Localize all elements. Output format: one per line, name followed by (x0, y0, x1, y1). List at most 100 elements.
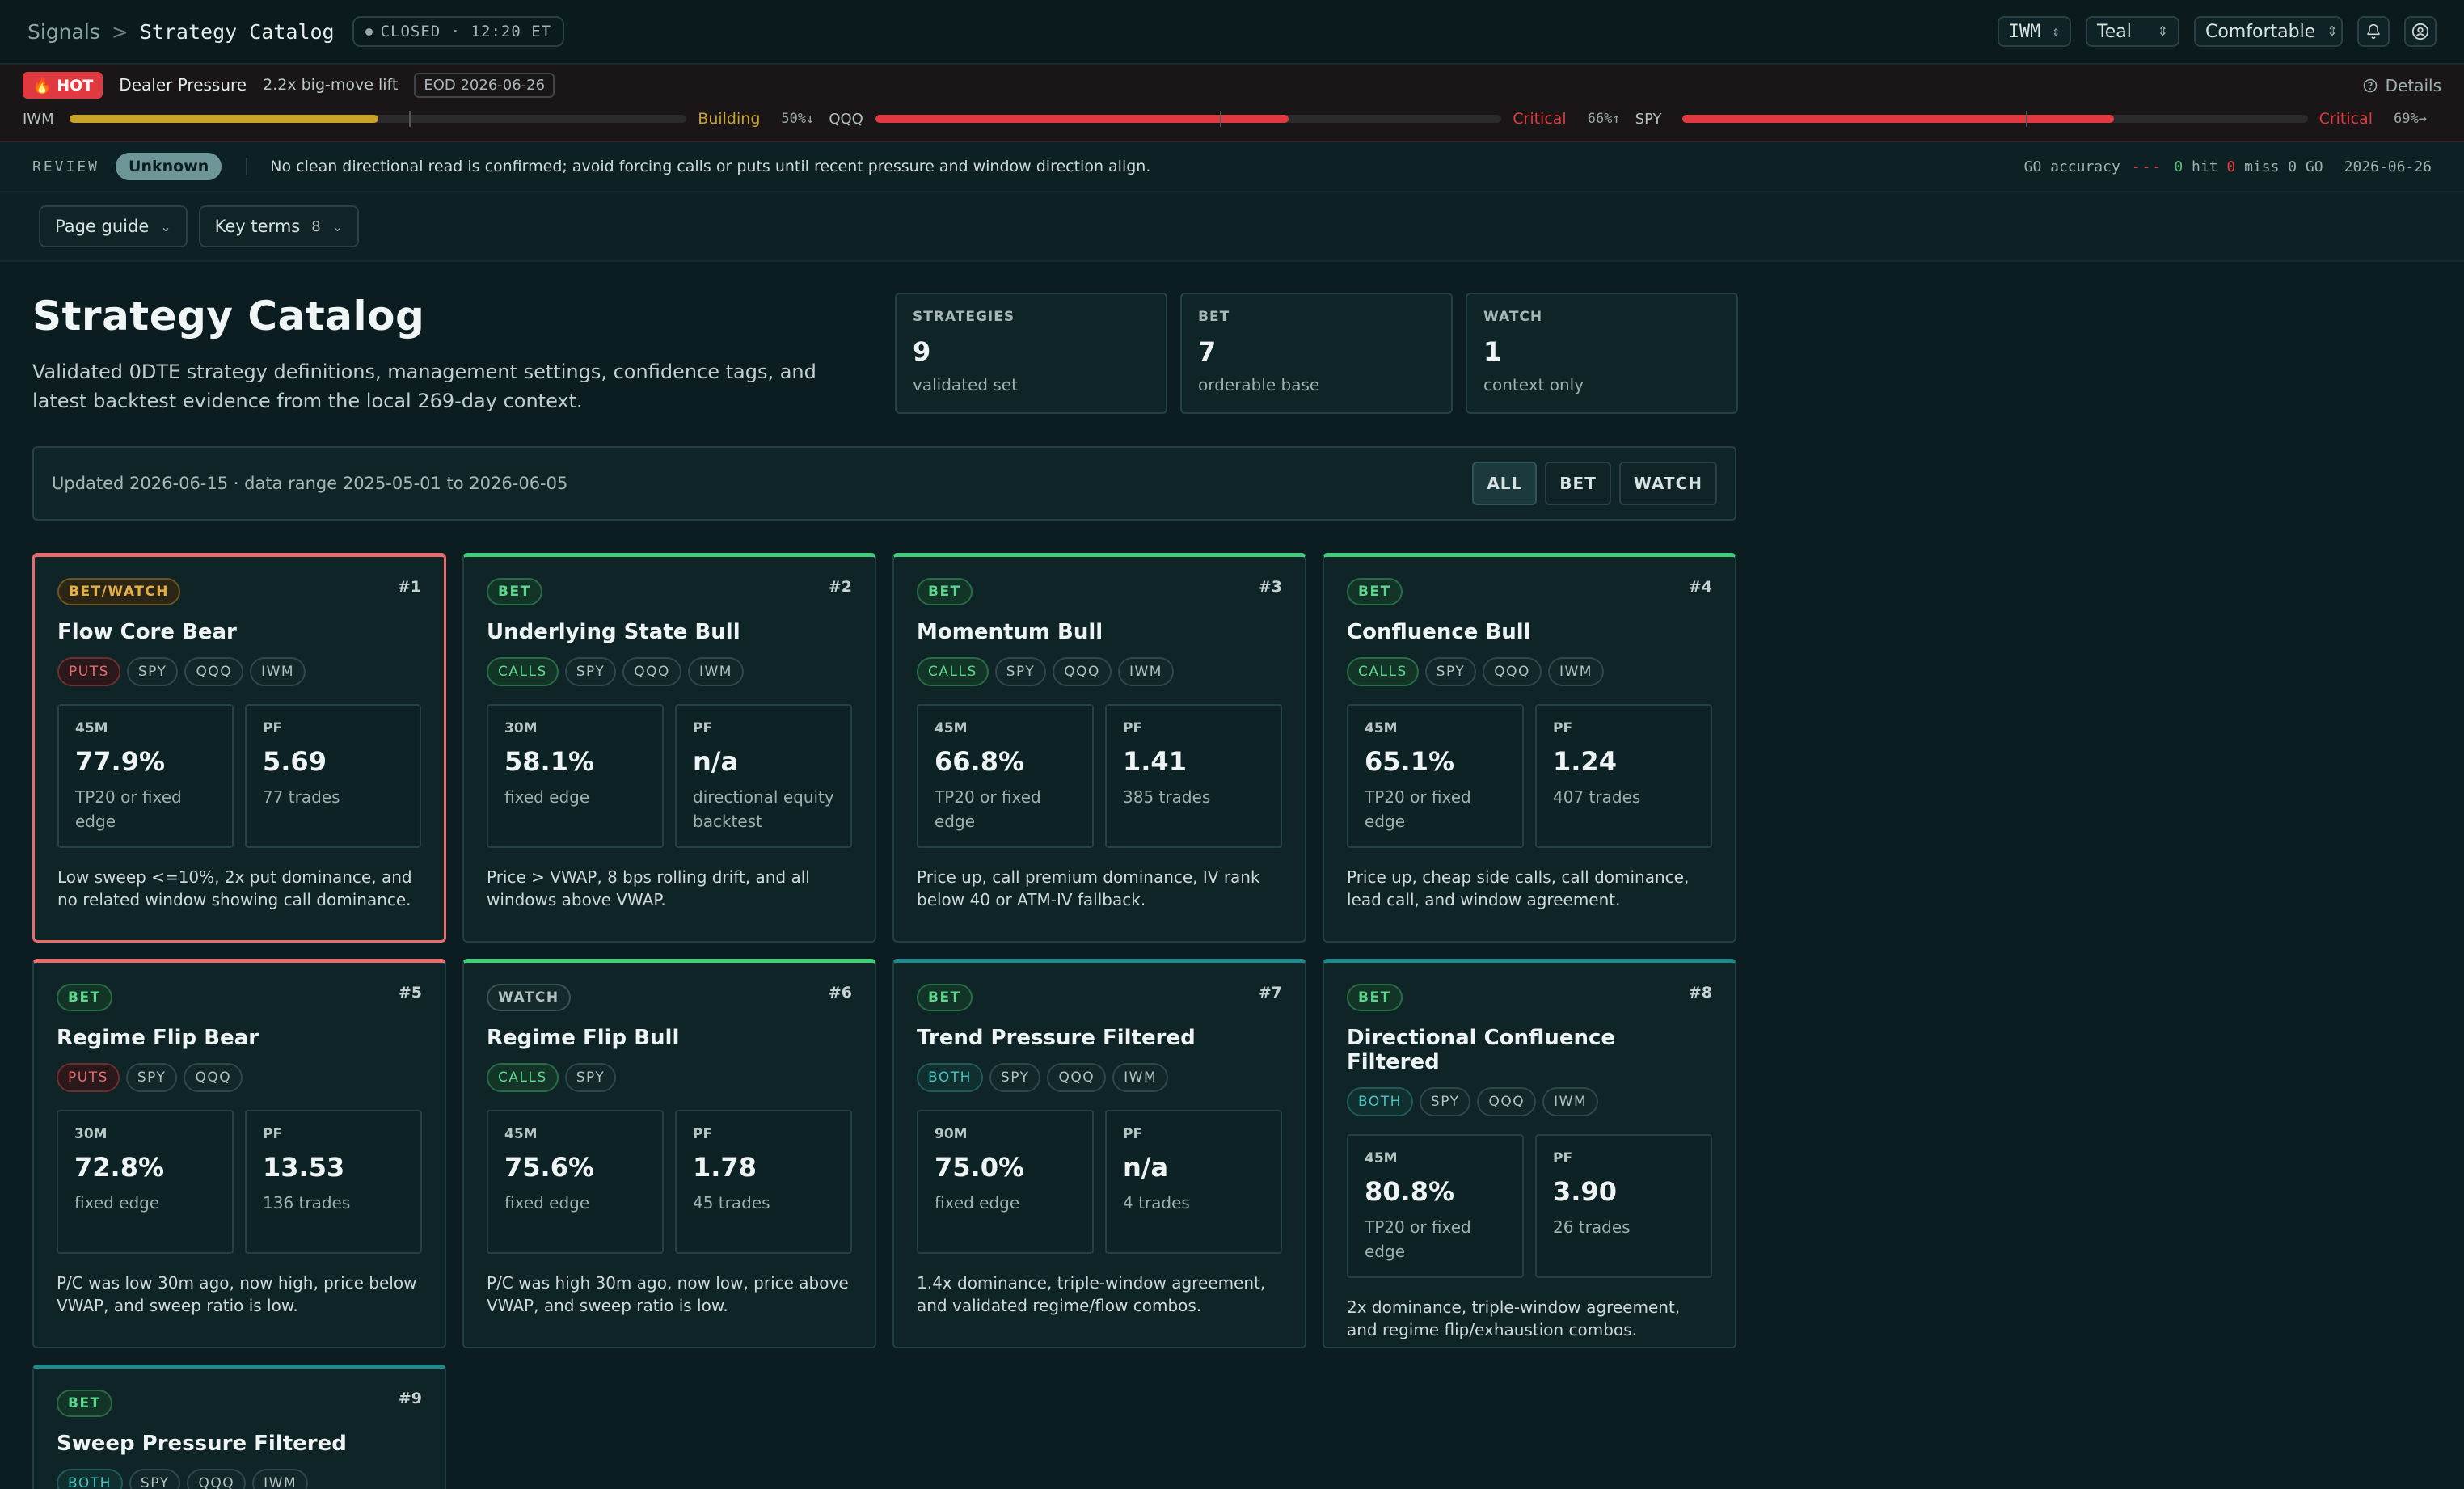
chevron-updown-icon: ⇕ (2157, 23, 2168, 39)
profit-factor-value: 1.24 (1553, 746, 1617, 777)
chevron-updown-icon: ⇕ (2327, 23, 2338, 39)
profit-factor-sub: 77 trades (263, 787, 340, 807)
go-accuracy-label: GO accuracy (2023, 158, 2120, 175)
stat-card-bet: BET 7 orderable base (1180, 293, 1453, 414)
filter-all-button[interactable]: ALL (1472, 462, 1538, 505)
strategy-description: P/C was high 30m ago, now low, price abo… (487, 1273, 849, 1315)
pressure-midline (1219, 111, 1221, 127)
win-rate-box: 45M 80.8% TP20 or fixed edge (1347, 1134, 1524, 1278)
profit-factor-box: PF n/a 4 trades (1105, 1110, 1282, 1254)
strategy-card[interactable]: WATCH #6 Regime Flip Bull CALLS SPY 45M 75.6% f… (462, 959, 876, 1348)
account-button[interactable] (2404, 16, 2437, 47)
stat-label: BET (1198, 309, 1230, 325)
details-button[interactable]: Details (2363, 76, 2441, 95)
tag-both: BOTH (57, 1469, 123, 1489)
win-rate-sub: TP20 or fixed edge (935, 787, 1041, 831)
user-circle-icon (2411, 23, 2429, 40)
profit-factor-sub: 407 trades (1553, 787, 1641, 807)
page-guide-toggle[interactable]: Page guide ⌄ (39, 205, 188, 247)
win-rate-box: 45M 65.1% TP20 or fixed edge (1347, 704, 1524, 848)
tag-qqq: QQQ (184, 1063, 243, 1092)
metrics-row: 30M 58.1% fixed edge PF n/a directional equit… (487, 704, 852, 848)
pressure-meter-iwm: IWM Building 50%↓ (23, 110, 829, 128)
tag-calls: CALLS (917, 657, 989, 686)
stat-value: 9 (913, 336, 931, 367)
win-rate-label: 30M (74, 1126, 108, 1142)
go-accuracy-value: --- (2131, 158, 2163, 175)
strategy-card[interactable]: BET #3 Momentum Bull CALLS SPY QQQ IWM 45M 66.8%… (892, 553, 1306, 943)
density-select[interactable]: Comfortable ⇕ (2194, 16, 2343, 47)
hot-badge: 🔥 HOT (23, 71, 103, 99)
profit-factor-label: PF (263, 1126, 283, 1142)
tag-iwm: IWM (252, 1469, 309, 1489)
page-subtitle: Validated 0DTE strategy definitions, man… (32, 361, 816, 412)
hit-label: hit (2192, 158, 2218, 175)
theme-select-value: Teal (2097, 21, 2132, 42)
win-rate-label: 45M (75, 720, 108, 736)
notifications-button[interactable] (2357, 16, 2390, 47)
strategy-card[interactable]: BET #8 Directional Confluence Filtered BOTH… (1323, 959, 1736, 1348)
chevron-updown-icon: ⇕ (2052, 23, 2060, 39)
profit-factor-label: PF (1123, 720, 1143, 736)
profit-factor-value: 3.90 (1553, 1176, 1617, 1207)
strategy-title: Underlying State Bull (487, 620, 740, 644)
tag-spy: SPY (129, 1469, 181, 1489)
strategy-tags: CALLS SPY (487, 1063, 852, 1092)
strategy-number: #6 (828, 984, 852, 1002)
tag-iwm: IWM (1547, 657, 1604, 686)
strategy-card[interactable]: BET/WATCH #1 Flow Core Bear PUTS SPY QQQ IWM 45… (32, 553, 446, 943)
win-rate-value: 77.9% (75, 746, 166, 777)
symbol-select[interactable]: IWM ⇕ (1997, 16, 2071, 47)
win-rate-label: 45M (935, 720, 968, 736)
tag-qqq: QQQ (184, 657, 244, 686)
win-rate-value: 66.8% (935, 746, 1025, 777)
filter-watch-button[interactable]: WATCH (1618, 462, 1717, 505)
tag-calls: CALLS (487, 657, 559, 686)
profit-factor-value: 5.69 (263, 746, 327, 777)
profit-factor-label: PF (693, 1126, 713, 1142)
profit-factor-value: n/a (693, 746, 739, 777)
chevron-down-icon: ⌄ (331, 218, 344, 234)
win-rate-sub: fixed edge (504, 787, 590, 807)
details-label: Details (2385, 76, 2441, 95)
tag-spy: SPY (126, 657, 179, 686)
status-badge: BET (487, 578, 542, 605)
pressure-track (1681, 111, 2308, 127)
strategy-card[interactable]: BET #7 Trend Pressure Filtered BOTH SPY QQQ IW… (892, 959, 1306, 1348)
win-rate-value: 80.8% (1365, 1176, 1455, 1207)
stat-sub: context only (1483, 375, 1584, 394)
strategy-card[interactable]: BET #9 Sweep Pressure Filtered BOTH SPY QQQ IW… (32, 1365, 446, 1489)
strategy-card[interactable]: BET #2 Underlying State Bull CALLS SPY QQQ IWM… (462, 553, 876, 943)
breadcrumb-separator: > (111, 19, 129, 44)
tag-calls: CALLS (487, 1063, 559, 1092)
win-rate-value: 75.6% (504, 1152, 595, 1183)
strategy-tags: CALLS SPY QQQ IWM (917, 657, 1282, 686)
filter-bet-button[interactable]: BET (1545, 462, 1611, 505)
tag-iwm: IWM (250, 657, 306, 686)
profit-factor-value: 1.78 (693, 1152, 757, 1183)
strategy-tags: CALLS SPY QQQ IWM (1347, 657, 1712, 686)
strategy-tags: BOTH SPY QQQ IWM (1347, 1087, 1712, 1116)
strategy-title: Regime Flip Bull (487, 1026, 680, 1050)
strategy-tags: CALLS SPY QQQ IWM (487, 657, 852, 686)
pressure-value: 50%↓ (781, 111, 815, 127)
strategy-title: Confluence Bull (1347, 620, 1531, 644)
key-terms-toggle[interactable]: Key terms 8 ⌄ (198, 205, 360, 247)
filter-bar: Updated 2026-06-15 · data range 2025-05-… (32, 446, 1736, 521)
miss-count: 0 (2226, 158, 2236, 175)
review-label: REVIEW (32, 158, 100, 175)
profit-factor-label: PF (1123, 1126, 1143, 1142)
theme-select[interactable]: Teal ⇕ (2086, 16, 2179, 47)
win-rate-label: 45M (1365, 1150, 1398, 1166)
strategy-card[interactable]: BET #4 Confluence Bull CALLS SPY QQQ IWM 45M 65.… (1323, 553, 1736, 943)
strategy-card[interactable]: BET #5 Regime Flip Bear PUTS SPY QQQ 30M 72.8% f… (32, 959, 446, 1348)
win-rate-sub: fixed edge (504, 1193, 590, 1213)
help-circle-icon (2363, 78, 2377, 93)
stat-card-watch: WATCH 1 context only (1466, 293, 1738, 414)
guide-row: Page guide ⌄ Key terms 8 ⌄ (0, 192, 2464, 262)
breadcrumb-signals-link[interactable]: Signals (27, 19, 100, 44)
status-badge: BET (1347, 578, 1403, 605)
win-rate-box: 90M 75.0% fixed edge (917, 1110, 1094, 1254)
top-bar: Signals > Strategy Catalog CLOSED · 12:2… (0, 0, 2464, 65)
strategy-title: Trend Pressure Filtered (917, 1026, 1196, 1050)
